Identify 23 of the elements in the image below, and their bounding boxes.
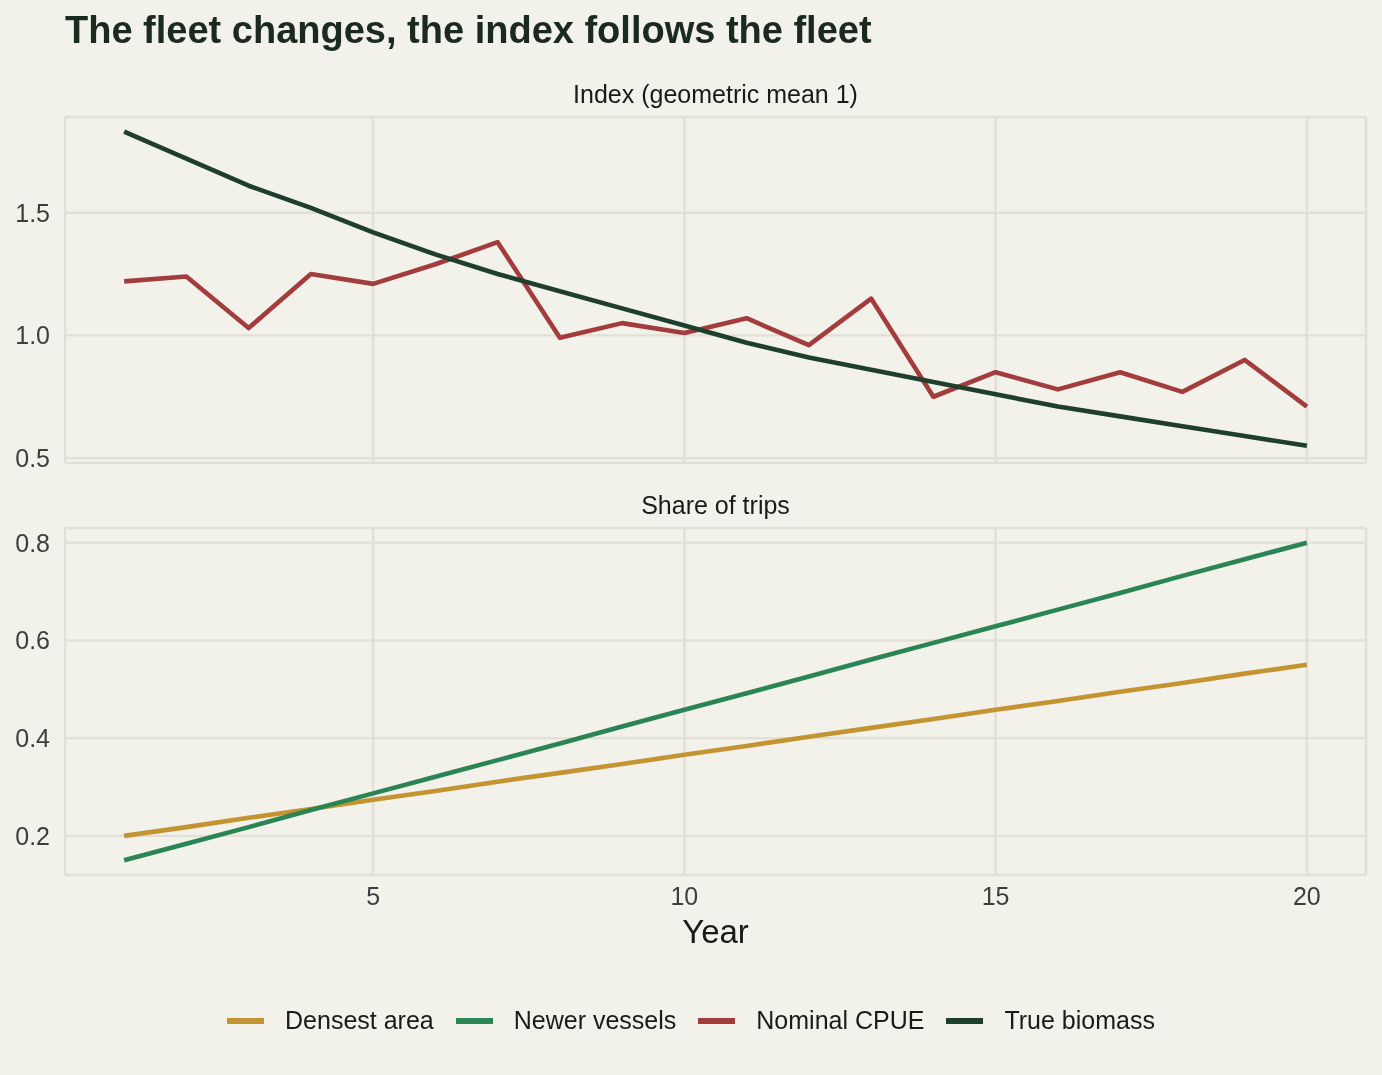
legend-label: Densest area bbox=[285, 1006, 434, 1035]
x-tick-label: 10 bbox=[670, 881, 699, 910]
y-tick-label: 1.0 bbox=[15, 321, 50, 350]
x-axis-title: Year bbox=[681, 913, 750, 951]
x-tick-label: 5 bbox=[366, 881, 381, 910]
y-tick-label: 0.6 bbox=[15, 626, 50, 655]
legend-label: Nominal CPUE bbox=[756, 1006, 925, 1035]
x-tick-label: 20 bbox=[1292, 881, 1321, 910]
legend-label: Newer vessels bbox=[513, 1006, 677, 1035]
y-tick-label: 0.5 bbox=[15, 443, 50, 472]
y-tick-label: 0.2 bbox=[15, 821, 50, 850]
chart-subtitle: Index (geometric mean 1) bbox=[572, 80, 859, 109]
chart-title: Share of trips bbox=[640, 491, 791, 520]
x-tick-label: 15 bbox=[981, 881, 1010, 910]
legend-label: True biomass bbox=[1004, 1006, 1155, 1035]
line-series bbox=[121, 239, 1310, 409]
line-series bbox=[121, 662, 1310, 839]
y-tick-label: 1.5 bbox=[15, 198, 50, 227]
line-series bbox=[121, 540, 1310, 863]
line-series bbox=[121, 129, 1310, 449]
chart-title: The fleet changes, the index follows the fleet bbox=[65, 9, 872, 52]
y-tick-label: 0.4 bbox=[15, 724, 51, 753]
y-tick-label: 0.8 bbox=[15, 528, 50, 557]
